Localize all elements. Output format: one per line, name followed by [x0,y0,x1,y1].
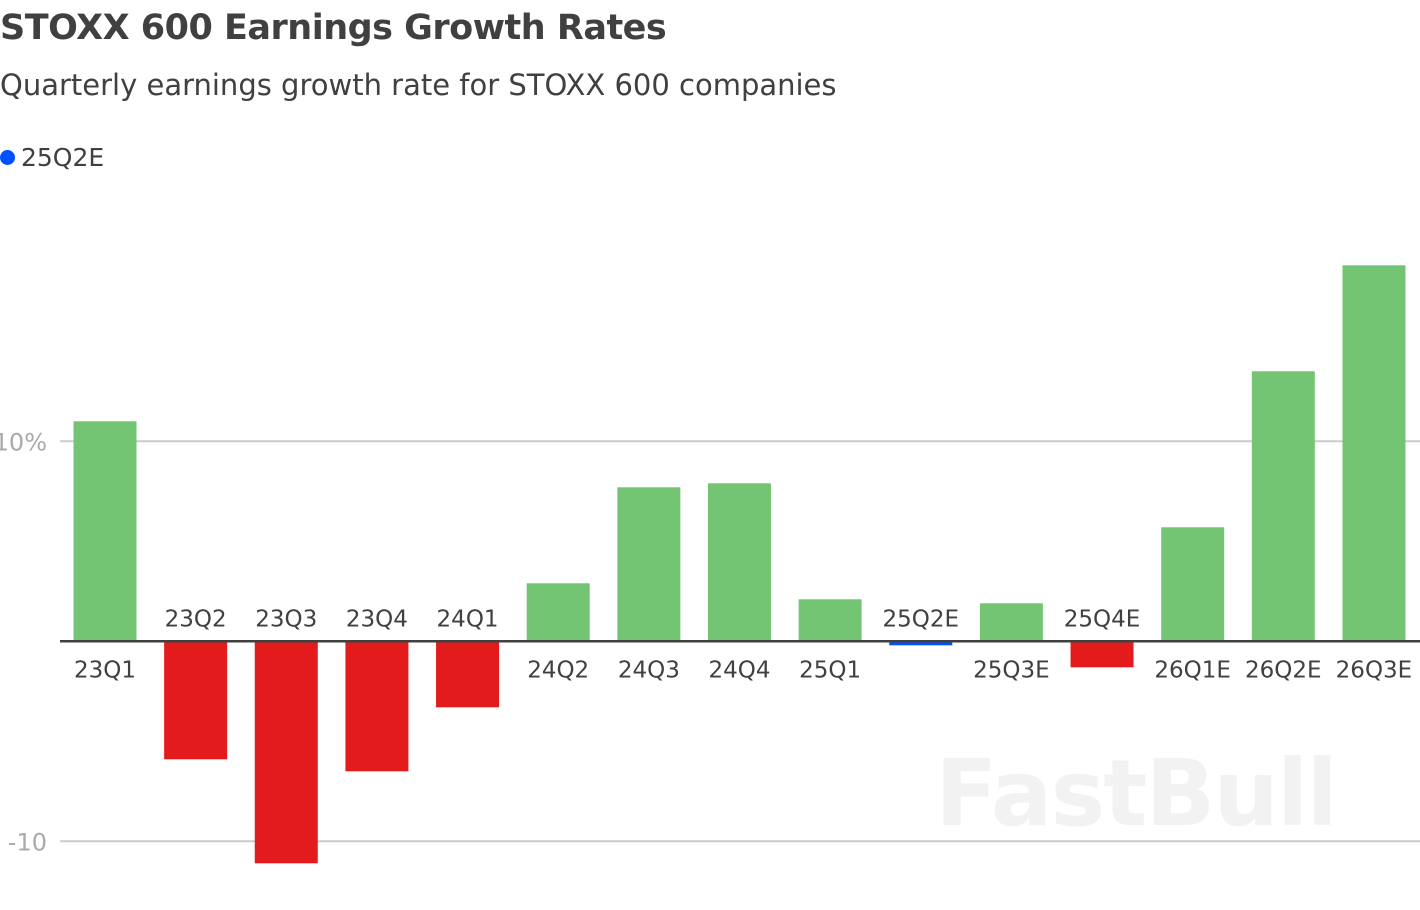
x-tick-label: 26Q2E [1245,657,1322,683]
bar-25q2e [889,641,953,646]
x-tick-label: 24Q2 [527,657,589,683]
legend-label: 25Q2E [21,143,105,172]
bar-23q4 [345,641,409,772]
bar-26q3e [1342,265,1406,642]
watermark: FastBull [935,740,1338,847]
x-tick-label: 26Q3E [1336,657,1413,683]
bar-23q3 [254,641,318,864]
bar-24q1 [436,641,500,708]
x-tick-label: 25Q1 [799,657,861,683]
bar-26q1e [1161,527,1225,642]
x-tick-label: 24Q3 [618,657,680,683]
y-tick-label: -10 [8,828,47,856]
legend: 25Q2E [0,143,104,172]
x-tick-label: 23Q1 [74,657,136,683]
bar-23q2 [164,641,228,760]
x-tick-label: 25Q2E [882,606,959,632]
chart-title: STOXX 600 Earnings Growth Rates [0,8,667,48]
x-tick-label: 24Q4 [708,657,770,683]
x-tick-label: 23Q2 [165,606,227,632]
bar-26q2e [1251,371,1315,642]
x-tick-label: 23Q3 [255,606,317,632]
x-tick-label: 25Q3E [973,657,1050,683]
x-tick-label: 26Q1E [1154,657,1231,683]
bar-24q4 [707,483,771,642]
bar-24q2 [526,583,590,642]
legend-dot-icon [0,150,15,165]
x-tick-label: 23Q4 [346,606,408,632]
y-tick-label: 10% [0,428,47,456]
x-tick-label: 25Q4E [1064,606,1141,632]
bar-24q3 [617,487,681,642]
bar-25q4e [1070,641,1134,668]
chart-subtitle: Quarterly earnings growth rate for STOXX… [0,68,837,102]
x-tick-label: 24Q1 [437,606,499,632]
bar-25q1 [798,599,862,642]
bar-25q3e [979,603,1043,642]
bar-23q1 [73,421,137,642]
